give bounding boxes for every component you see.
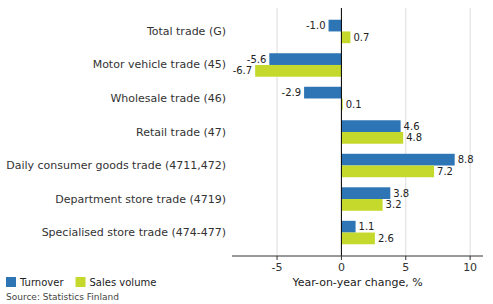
data-label: -2.9 — [282, 87, 302, 98]
data-label: 1.1 — [359, 221, 375, 232]
data-label: 4.6 — [404, 121, 420, 132]
category-label: Total trade (G) — [146, 25, 226, 38]
category-label: Specialised store trade (474-477) — [42, 226, 226, 239]
x-tick — [277, 256, 278, 260]
legend-label: Turnover — [19, 277, 64, 288]
x-tick — [470, 256, 471, 260]
grid-line — [470, 8, 471, 256]
category-label: Retail trade (47) — [136, 126, 226, 139]
x-axis-line — [232, 256, 483, 257]
bar — [341, 187, 390, 199]
legend-label: Sales volume — [90, 277, 157, 288]
x-tick-label: -5 — [272, 261, 283, 274]
data-label: 3.8 — [393, 188, 409, 199]
bar — [304, 87, 341, 99]
x-tick-label: 0 — [338, 261, 345, 274]
x-tick-label: 5 — [402, 261, 409, 274]
grid-line — [277, 8, 278, 256]
x-tick — [341, 256, 342, 260]
bar — [329, 20, 342, 32]
legend-swatch — [76, 277, 86, 287]
grid-line — [341, 8, 342, 256]
bar — [341, 132, 403, 144]
bar — [341, 166, 434, 178]
bar — [341, 233, 374, 245]
bars — [255, 20, 455, 245]
legend: Turnover Sales volume — [6, 277, 156, 288]
source: Source: Statistics Finland — [6, 292, 119, 302]
bar — [341, 199, 382, 211]
bar — [269, 53, 341, 65]
data-label: 3.2 — [386, 199, 402, 210]
zero-line — [341, 8, 342, 256]
data-labels: -1.0 -5.6 -2.9 4.6 8.8 3.8 1.1 0.7 -6.7 0.1 4.8 7.2… — [233, 20, 474, 244]
category-label: Wholesale trade (46) — [110, 92, 226, 105]
legend-swatch — [6, 277, 16, 287]
data-label: -6.7 — [233, 65, 253, 76]
x-tick — [405, 256, 406, 260]
data-label: 4.8 — [406, 132, 422, 143]
data-label: 0.7 — [353, 32, 369, 43]
x-tick-label: 10 — [463, 261, 477, 274]
bar — [341, 120, 400, 132]
category-label: Daily consumer goods trade (4711,472) — [6, 159, 226, 172]
data-label: 0.1 — [346, 99, 362, 110]
category-label: Department store trade (4719) — [55, 193, 226, 206]
bar — [341, 221, 355, 233]
data-label: 2.6 — [378, 233, 394, 244]
data-label: -1.0 — [306, 20, 326, 31]
bar — [341, 31, 350, 43]
data-label: 7.2 — [437, 166, 453, 177]
bar — [255, 65, 341, 77]
category-label: Motor vehicle trade (45) — [93, 58, 226, 71]
data-label: -5.6 — [247, 54, 267, 65]
data-label: 8.8 — [458, 154, 474, 165]
bar — [341, 154, 454, 166]
x-axis-label: Year-on-year change, % — [291, 276, 422, 289]
